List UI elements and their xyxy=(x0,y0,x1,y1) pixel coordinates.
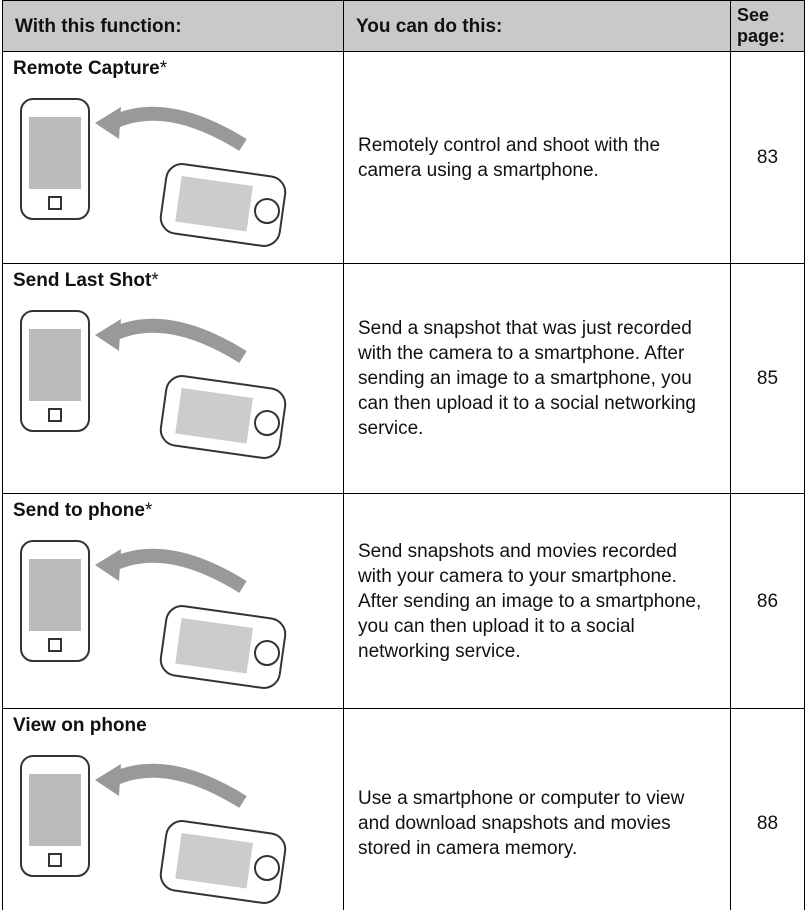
illustration xyxy=(20,540,287,689)
phone-screen xyxy=(29,329,81,401)
page-cell: 86 xyxy=(730,493,805,709)
description-cell: Use a smartphone or computer to view and… xyxy=(343,708,731,910)
phone-button xyxy=(48,408,62,422)
title-text: Send Last Shot xyxy=(13,270,152,291)
table-row: View on phone Use a smartphone or compute… xyxy=(2,708,805,910)
page-cell: 85 xyxy=(730,263,805,494)
camera-screen xyxy=(175,617,253,674)
title-mark: * xyxy=(151,270,159,291)
page-cell: 83 xyxy=(730,51,805,264)
header-cell: With this function: xyxy=(2,0,344,52)
illustration xyxy=(20,98,287,247)
arrow-head xyxy=(95,764,121,796)
description-cell: Remotely control and shoot with the came… xyxy=(343,51,731,264)
title-text: Send to phone xyxy=(13,500,145,521)
table-row: Remote Capture* Remotely control and shoo… xyxy=(2,51,805,264)
phone-button xyxy=(48,853,62,867)
arrow-head xyxy=(95,549,121,581)
header-row: With this function: You can do this: See… xyxy=(2,0,805,52)
table-row: Send Last Shot* Send a snapshot that was … xyxy=(2,263,805,494)
function-cell: Send Last Shot* xyxy=(2,263,344,494)
function-title: Send Last Shot* xyxy=(13,268,333,293)
camera-lens xyxy=(254,198,280,224)
description-cell: Send a snapshot that was just recorded w… xyxy=(343,263,731,494)
arrow xyxy=(104,548,247,593)
page-cell: 88 xyxy=(730,708,805,910)
header-cell: See page: xyxy=(730,0,805,52)
title-mark: * xyxy=(159,58,168,79)
camera-screen xyxy=(175,832,253,889)
function-title: View on phone xyxy=(13,713,333,738)
header-cell: You can do this: xyxy=(343,0,731,52)
phone-screen xyxy=(29,774,81,846)
description-cell: Send snapshots and movies recorded with … xyxy=(343,493,731,709)
function-title: Remote Capture* xyxy=(13,56,333,81)
title-mark: * xyxy=(144,500,153,521)
arrow-head xyxy=(95,107,121,139)
table-row: Send to phone* Send snapshots and movies … xyxy=(2,493,805,709)
title-text: Remote Capture xyxy=(13,58,160,79)
function-cell: View on phone xyxy=(2,708,344,910)
arrow xyxy=(104,106,247,151)
phone-button xyxy=(48,196,62,210)
camera-lens xyxy=(254,855,280,881)
illustration xyxy=(20,755,287,904)
arrow-head xyxy=(95,319,121,351)
function-title: Send to phone* xyxy=(13,498,333,523)
title-text: View on phone xyxy=(13,715,147,736)
phone-screen xyxy=(29,559,81,631)
phone-screen xyxy=(29,117,81,189)
illustration xyxy=(20,310,287,459)
function-cell: Send to phone* xyxy=(2,493,344,709)
camera-screen xyxy=(175,175,253,232)
arrow xyxy=(104,763,247,808)
camera-screen xyxy=(175,387,253,444)
camera-lens xyxy=(254,640,280,666)
phone-button xyxy=(48,638,62,652)
camera-lens xyxy=(254,410,280,436)
function-cell: Remote Capture* xyxy=(2,51,344,264)
arrow xyxy=(104,318,247,363)
